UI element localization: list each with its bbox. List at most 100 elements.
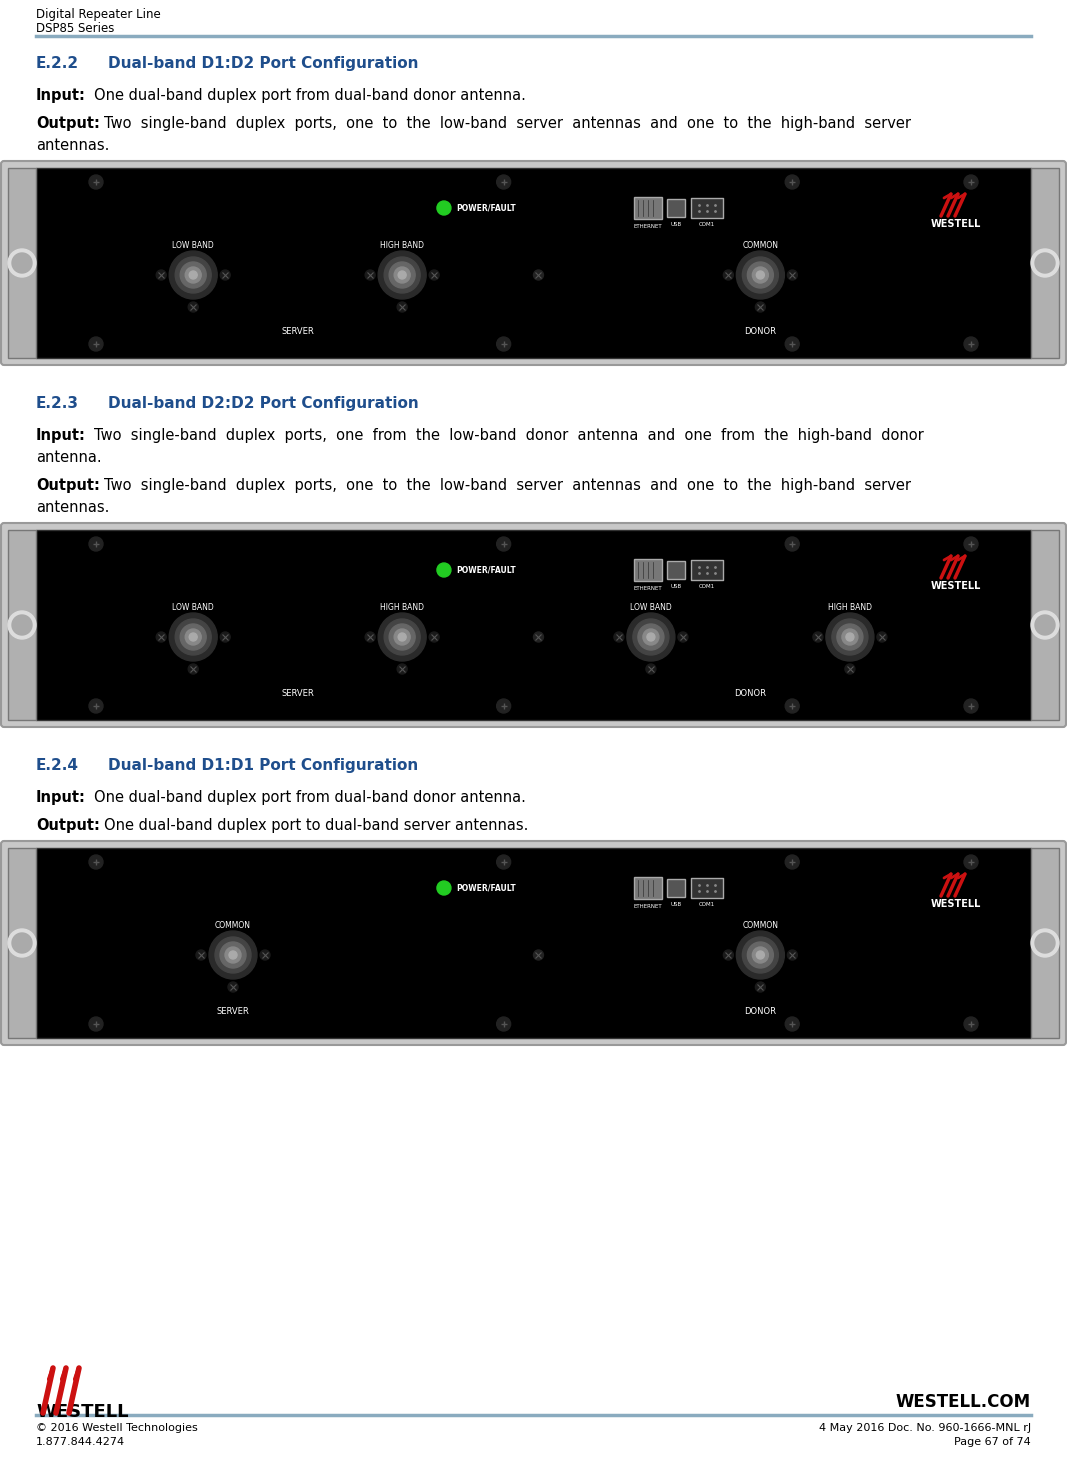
Circle shape (394, 267, 410, 283)
Text: Output:: Output: (36, 117, 100, 131)
Bar (1031, 530, 1060, 720)
Circle shape (156, 270, 166, 280)
Circle shape (175, 257, 211, 294)
Circle shape (747, 943, 774, 968)
Text: 4 May 2016 Doc. No. 960-1666-MNL rJ: 4 May 2016 Doc. No. 960-1666-MNL rJ (818, 1423, 1031, 1434)
Circle shape (755, 302, 765, 313)
Circle shape (1031, 611, 1060, 639)
Circle shape (757, 271, 764, 279)
Circle shape (736, 931, 784, 979)
Circle shape (964, 1016, 978, 1031)
Text: LOW BAND: LOW BAND (173, 603, 214, 612)
Circle shape (964, 699, 978, 712)
Text: WESTELL: WESTELL (36, 1403, 128, 1420)
Circle shape (964, 336, 978, 351)
Circle shape (643, 628, 659, 645)
Circle shape (394, 628, 410, 645)
Circle shape (785, 336, 799, 351)
Circle shape (846, 633, 854, 642)
Circle shape (743, 937, 778, 974)
Circle shape (723, 270, 733, 280)
Circle shape (785, 176, 799, 189)
Circle shape (429, 270, 440, 280)
Circle shape (845, 664, 855, 674)
Circle shape (842, 628, 858, 645)
Text: Input:: Input: (36, 428, 85, 442)
Circle shape (260, 950, 270, 960)
Circle shape (496, 699, 511, 712)
Text: WESTELL: WESTELL (930, 581, 982, 591)
Text: COMMON: COMMON (216, 920, 251, 931)
Bar (634, 878, 662, 898)
Circle shape (743, 257, 778, 294)
Circle shape (188, 302, 198, 313)
Text: Output:: Output: (36, 819, 100, 833)
Circle shape (787, 950, 797, 960)
Circle shape (209, 931, 257, 979)
Circle shape (785, 855, 799, 869)
Circle shape (398, 271, 407, 279)
Text: COM1: COM1 (699, 223, 715, 227)
Text: SERVER: SERVER (282, 327, 314, 336)
Circle shape (832, 620, 867, 655)
Circle shape (188, 664, 198, 674)
Circle shape (678, 631, 688, 642)
Bar (36, 848, 1031, 1038)
Text: DONOR: DONOR (734, 689, 766, 698)
Circle shape (826, 614, 874, 661)
Circle shape (196, 950, 206, 960)
Text: antenna.: antenna. (36, 450, 101, 465)
Circle shape (785, 537, 799, 552)
Text: E.2.2: E.2.2 (36, 56, 79, 71)
Circle shape (1035, 934, 1055, 953)
Text: Two  single-band  duplex  ports,  one  to  the  low-band  server  antennas  and : Two single-band duplex ports, one to the… (103, 478, 911, 493)
Circle shape (496, 336, 511, 351)
Circle shape (220, 270, 230, 280)
Circle shape (1035, 615, 1055, 636)
Circle shape (170, 614, 218, 661)
Circle shape (189, 633, 197, 642)
Text: LOW BAND: LOW BAND (173, 240, 214, 249)
Circle shape (1031, 249, 1060, 277)
Circle shape (614, 631, 624, 642)
Circle shape (7, 249, 36, 277)
Text: HIGH BAND: HIGH BAND (828, 603, 872, 612)
Text: ETHERNET: ETHERNET (634, 904, 663, 909)
Text: Dual-band D1:D1 Port Configuration: Dual-band D1:D1 Port Configuration (108, 758, 418, 773)
Circle shape (1035, 254, 1055, 273)
Text: antennas.: antennas. (36, 500, 110, 515)
Bar (667, 199, 685, 217)
Circle shape (389, 263, 415, 288)
Circle shape (496, 537, 511, 552)
Circle shape (365, 270, 376, 280)
Circle shape (89, 699, 103, 712)
Circle shape (633, 620, 669, 655)
Circle shape (398, 633, 407, 642)
Circle shape (397, 302, 408, 313)
Text: Page 67 of 74: Page 67 of 74 (954, 1437, 1031, 1447)
Bar (7, 848, 36, 1038)
Bar (36, 168, 1031, 358)
Text: Two  single-band  duplex  ports,  one  to  the  low-band  server  antennas  and : Two single-band duplex ports, one to the… (103, 117, 911, 131)
Bar (634, 198, 662, 218)
Circle shape (89, 537, 103, 552)
Text: One dual-band duplex port from dual-band donor antenna.: One dual-band duplex port from dual-band… (94, 88, 526, 103)
Circle shape (437, 881, 451, 895)
Circle shape (389, 624, 415, 650)
Circle shape (220, 631, 230, 642)
Circle shape (646, 664, 656, 674)
Circle shape (837, 624, 863, 650)
Circle shape (638, 624, 664, 650)
Circle shape (437, 201, 451, 215)
Bar (634, 559, 662, 581)
Circle shape (964, 537, 978, 552)
Text: POWER/FAULT: POWER/FAULT (456, 884, 515, 892)
Text: Output:: Output: (36, 478, 100, 493)
Text: Input:: Input: (36, 791, 85, 805)
Text: DONOR: DONOR (745, 327, 777, 336)
Circle shape (384, 620, 420, 655)
Circle shape (89, 176, 103, 189)
Text: USB: USB (670, 584, 682, 589)
Circle shape (225, 947, 241, 963)
Circle shape (7, 929, 36, 957)
